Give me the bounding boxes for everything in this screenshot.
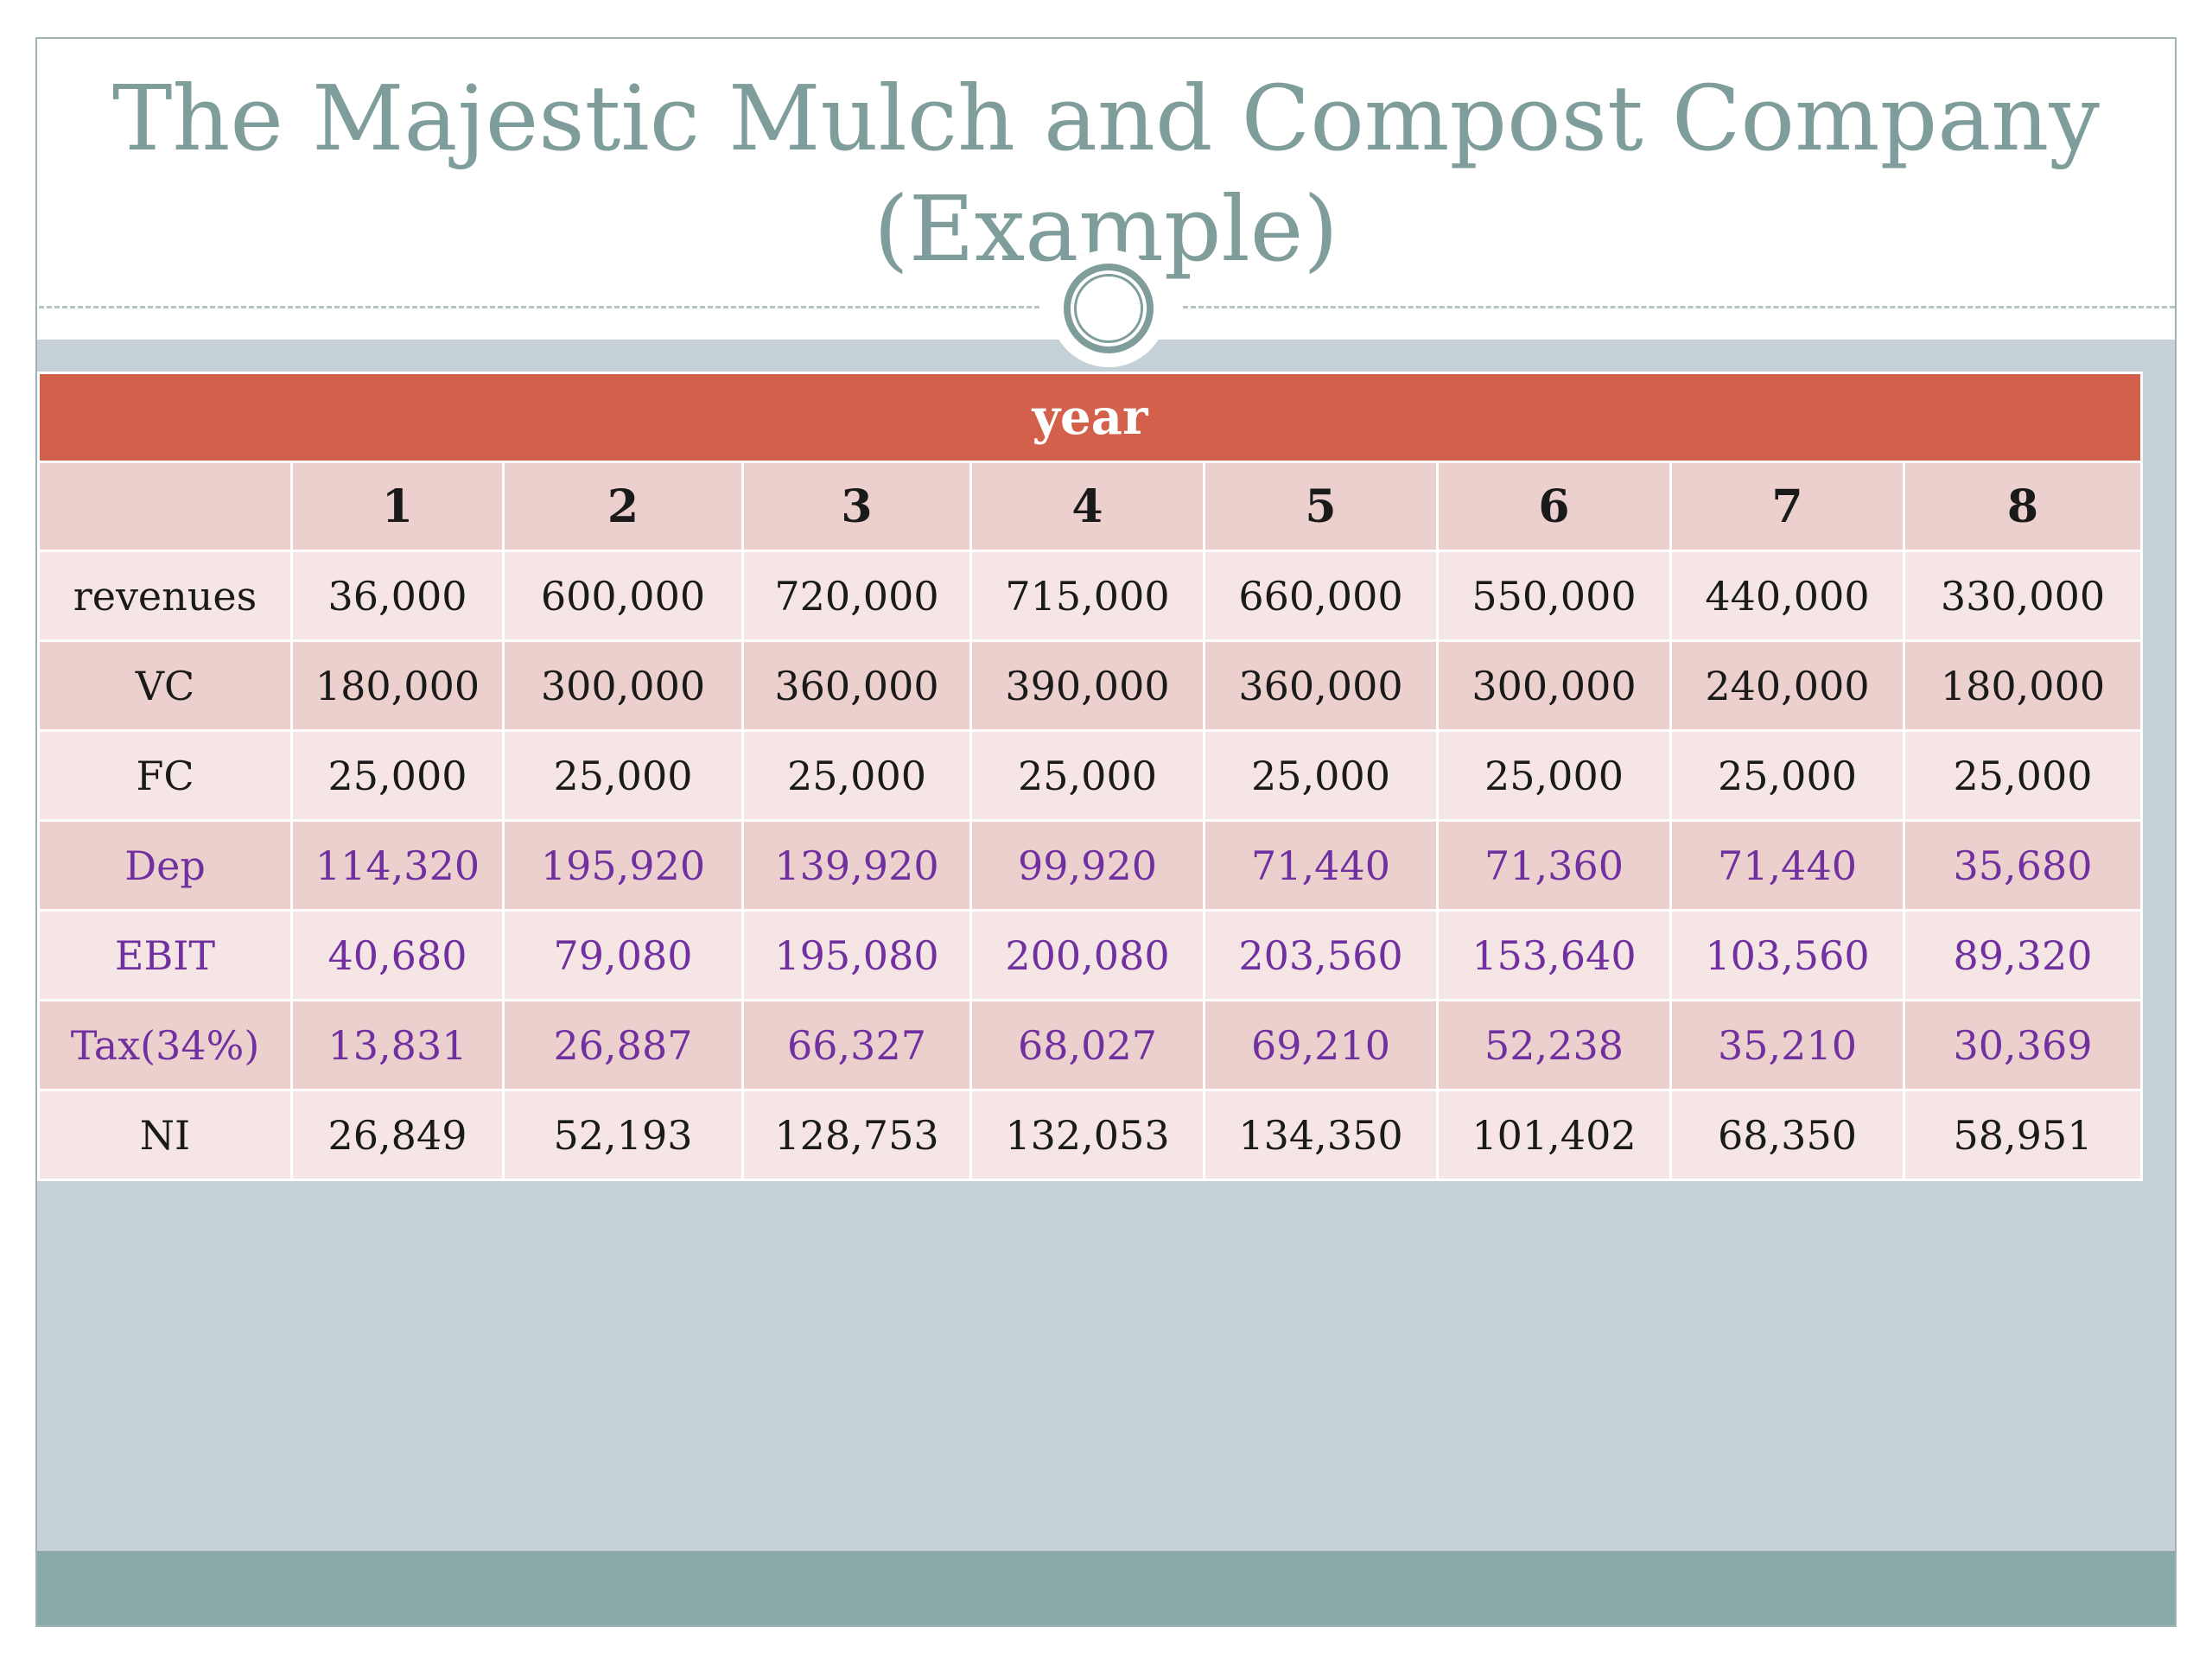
table-cell: 195,920: [502, 819, 744, 912]
table-cell: 30,369: [1903, 999, 2143, 1091]
table-cell: 68,350: [1669, 1089, 1905, 1181]
row-label: FC: [37, 729, 293, 822]
table-cell: 13,831: [290, 999, 505, 1091]
table-row: VC 180,000 300,000 360,000 390,000 360,000 300…: [37, 639, 2143, 732]
table-cell: 35,210: [1669, 999, 1905, 1091]
table-cell: 79,080: [502, 909, 744, 1001]
year-3-header: 3: [741, 461, 972, 552]
year-6-header: 6: [1436, 461, 1672, 552]
year-7-header: 7: [1669, 461, 1905, 552]
table-cell: 300,000: [502, 639, 744, 732]
table-cell: 660,000: [1203, 550, 1439, 642]
year-1-header: 1: [290, 461, 505, 552]
table-cell: 25,000: [1903, 729, 2143, 822]
row-label: Tax(34%): [37, 999, 293, 1091]
table-cell: 440,000: [1669, 550, 1905, 642]
row-label: EBIT: [37, 909, 293, 1001]
row-label: Dep: [37, 819, 293, 912]
table-cell: 58,951: [1903, 1089, 2143, 1181]
row-label: VC: [37, 639, 293, 732]
table-cell: 300,000: [1436, 639, 1672, 732]
table-cell: 26,887: [502, 999, 744, 1091]
table-cell: 25,000: [1669, 729, 1905, 822]
title-divider-right: [1183, 306, 2175, 308]
table-cell: 195,080: [741, 909, 972, 1001]
table-cell: 203,560: [1203, 909, 1439, 1001]
table-cell: 40,680: [290, 909, 505, 1001]
table-cell: 240,000: [1669, 639, 1905, 732]
table-cell: 139,920: [741, 819, 972, 912]
table-cell: 52,238: [1436, 999, 1672, 1091]
table-cell: 71,440: [1669, 819, 1905, 912]
year-2-header: 2: [502, 461, 744, 552]
table-cell: 25,000: [1203, 729, 1439, 822]
table-row: NI 26,849 52,193 128,753 132,053 134,350 101,4…: [37, 1089, 2143, 1181]
table-body: revenues 36,000 600,000 720,000 715,000 660,0…: [37, 550, 2143, 1181]
title-divider-left: [39, 306, 1039, 308]
table-row: EBIT 40,680 79,080 195,080 200,080 203,560 153…: [37, 909, 2143, 1001]
table-row: FC 25,000 25,000 25,000 25,000 25,000 25,000 25…: [37, 729, 2143, 822]
slide: The Majestic Mulch and Compost Company (…: [35, 37, 2177, 1627]
table-cell: 330,000: [1903, 550, 2143, 642]
table-cell: 128,753: [741, 1089, 972, 1181]
table-cell: 180,000: [290, 639, 505, 732]
table-cell: 25,000: [502, 729, 744, 822]
table-cell: 180,000: [1903, 639, 2143, 732]
table-cell: 153,640: [1436, 909, 1672, 1001]
corner-cell: [37, 461, 293, 552]
table-cell: 99,920: [969, 819, 1205, 912]
table-cell: 103,560: [1669, 909, 1905, 1001]
table-cell: 360,000: [741, 639, 972, 732]
year-header-row: year: [37, 372, 2143, 463]
table-cell: 134,350: [1203, 1089, 1439, 1181]
table-cell: 132,053: [969, 1089, 1205, 1181]
table-cell: 25,000: [290, 729, 505, 822]
table-cell: 720,000: [741, 550, 972, 642]
table-cell: 89,320: [1903, 909, 2143, 1001]
year-5-header: 5: [1203, 461, 1439, 552]
table-cell: 360,000: [1203, 639, 1439, 732]
table-cell: 26,849: [290, 1089, 505, 1181]
table-cell: 390,000: [969, 639, 1205, 732]
table-cell: 71,360: [1436, 819, 1672, 912]
title-line-1: The Majestic Mulch and Compost Company: [112, 66, 2100, 171]
table-cell: 52,193: [502, 1089, 744, 1181]
table-row: revenues 36,000 600,000 720,000 715,000 660,0…: [37, 550, 2143, 642]
table-cell: 69,210: [1203, 999, 1439, 1091]
table-cell: 114,320: [290, 819, 505, 912]
table-cell: 36,000: [290, 550, 505, 642]
financial-table: year 1 2 3 4 5 6 7 8 revenues 36,000 600,0…: [37, 372, 2143, 1181]
slide-title: The Majestic Mulch and Compost Company (…: [37, 63, 2175, 284]
year-header: year: [37, 372, 2143, 463]
table-cell: 25,000: [741, 729, 972, 822]
table-cell: 68,027: [969, 999, 1205, 1091]
table-cell: 35,680: [1903, 819, 2143, 912]
circle-inner-ring-icon: [1074, 274, 1143, 343]
year-8-header: 8: [1903, 461, 2143, 552]
table-cell: 71,440: [1203, 819, 1439, 912]
table-cell: 550,000: [1436, 550, 1672, 642]
table-cell: 25,000: [969, 729, 1205, 822]
financial-table-container: year 1 2 3 4 5 6 7 8 revenues 36,000 600,0…: [37, 372, 2143, 1181]
table-cell: 200,080: [969, 909, 1205, 1001]
row-label: NI: [37, 1089, 293, 1181]
year-4-header: 4: [969, 461, 1205, 552]
table-cell: 25,000: [1436, 729, 1672, 822]
table-cell: 66,327: [741, 999, 972, 1091]
table-row: Tax(34%) 13,831 26,887 66,327 68,027 69,210 52…: [37, 999, 2143, 1091]
row-label: revenues: [37, 550, 293, 642]
table-cell: 101,402: [1436, 1089, 1672, 1181]
table-cell: 600,000: [502, 550, 744, 642]
table-cell: 715,000: [969, 550, 1205, 642]
table-row: Dep 114,320 195,920 139,920 99,920 71,440 71,3…: [37, 819, 2143, 912]
footer-band: [37, 1551, 2175, 1625]
year-number-row: 1 2 3 4 5 6 7 8: [37, 461, 2143, 552]
